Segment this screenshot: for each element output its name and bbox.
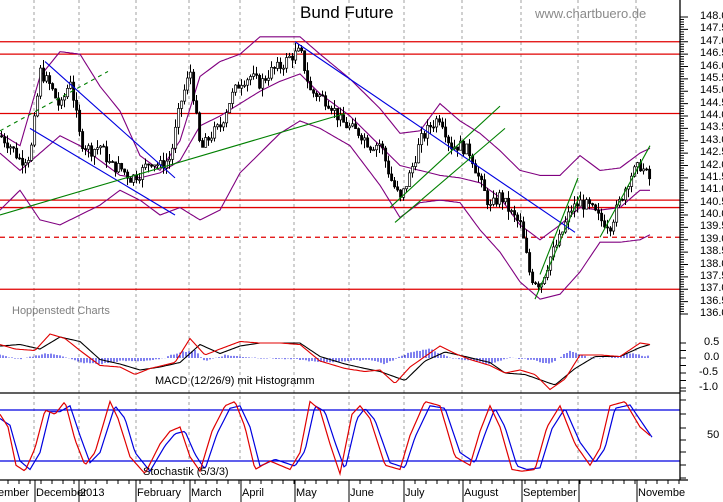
month-label: Novembe (638, 487, 686, 499)
watermark: www.chartbuero.de (535, 6, 647, 21)
price-tick-label: 137.5 (700, 269, 723, 282)
price-tick-label: 138.5 (700, 245, 723, 258)
stoch-tick-label: 50 (707, 428, 720, 441)
credit-label: Hoppenstedt Charts (12, 305, 110, 317)
macd-tick-label: 0.0 (704, 351, 720, 363)
stochastic-label: Stochastik (5/3/3) (143, 466, 229, 478)
month-label: August (464, 487, 499, 499)
price-tick-label: 141.0 (700, 183, 723, 196)
chart-title: Bund Future (300, 3, 394, 22)
price-tick-label: 143.5 (700, 121, 723, 134)
trendlines (0, 41, 651, 300)
month-label: December (36, 487, 87, 499)
price-tick-label: 139.5 (700, 220, 723, 233)
price-tick-label: 136.0 (700, 307, 723, 319)
price-tick-label: 147.5 (700, 22, 723, 35)
month-label: February (137, 487, 182, 499)
price-tick-label: 144.5 (700, 96, 723, 109)
price-tick-label: 140.5 (700, 195, 723, 208)
macd-tick-label: 0.5 (704, 336, 720, 348)
price-tick-label: 145.5 (700, 71, 723, 84)
month-label: May (296, 487, 317, 499)
price-tick-label: 145.0 (700, 84, 723, 97)
macd-tick-label: -0.5 (699, 366, 718, 378)
month-label: April (242, 487, 265, 499)
month-label: June (350, 487, 374, 499)
price-tick-label: 137.0 (700, 282, 723, 295)
vertical-grid (33, 0, 637, 462)
price-tick-label: 141.5 (700, 170, 723, 183)
price-tick-label: 143.0 (700, 133, 723, 146)
month-label: 2013 (80, 487, 105, 499)
month-label: September (523, 487, 577, 499)
price-tick-label: 144.0 (700, 109, 723, 121)
macd-label: MACD (12/26/9) mit Histogramm (155, 375, 315, 387)
month-label: March (191, 487, 222, 499)
axes (0, 0, 688, 502)
price-tick-label: 142.5 (700, 146, 723, 159)
price-tick-label: 147.0 (700, 34, 723, 47)
price-tick-label: 139.0 (700, 232, 723, 245)
month-label: ember (0, 487, 30, 499)
price-tick-label: 146.0 (700, 59, 723, 72)
price-bars (0, 42, 652, 293)
macd-panel (0, 333, 680, 394)
price-tick-label: 136.5 (700, 294, 723, 307)
price-tick-label: 148.0 (700, 10, 723, 22)
month-label: July (405, 487, 425, 499)
price-tick-label: 140.0 (700, 208, 723, 220)
price-tick-label: 146.5 (700, 47, 723, 60)
macd-tick-label: -1.0 (699, 381, 718, 393)
price-tick-label: 138.0 (700, 257, 723, 270)
stochastic-panel (0, 399, 680, 477)
price-tick-label: 142.0 (700, 158, 723, 171)
